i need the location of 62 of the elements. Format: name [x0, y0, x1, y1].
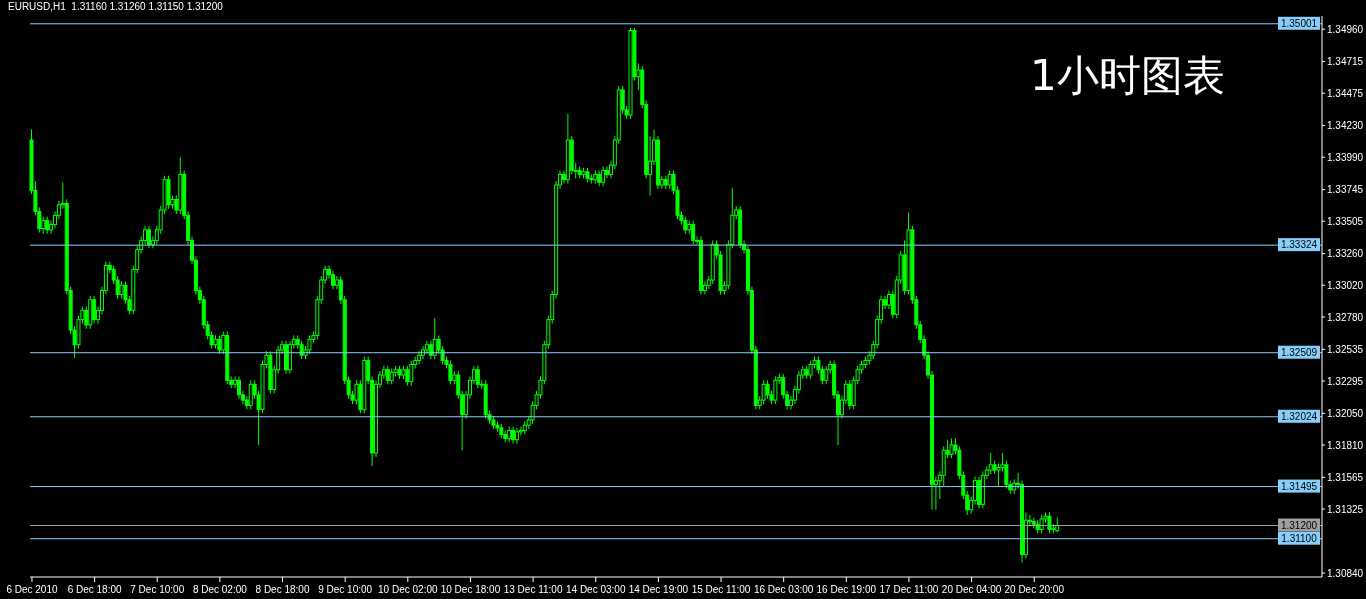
- x-tick-label: 14 Dec 03:00: [565, 584, 626, 595]
- y-tick-label: 1.33745: [1327, 184, 1364, 196]
- y-tick-label: 1.32535: [1327, 343, 1364, 355]
- x-tick-label: 16 Dec 03:00: [753, 584, 814, 595]
- candlestick: [421, 345, 426, 360]
- y-tick-label: 1.33505: [1327, 215, 1364, 227]
- y-tick-label: 1.32780: [1327, 311, 1364, 323]
- x-tick-label: 20 Dec 04:00: [941, 584, 1002, 595]
- candlestick: [405, 365, 410, 387]
- candlestick: [601, 165, 606, 187]
- candlestick: [475, 365, 480, 389]
- candlestick: [847, 379, 852, 410]
- y-tick-label: 1.34715: [1327, 56, 1364, 68]
- ref-line-label: 1.35001: [1280, 17, 1318, 29]
- candlestick: [417, 350, 422, 365]
- ref-line-label: 1.31200: [1280, 519, 1318, 531]
- x-tick-label: 10 Dec 18:00: [440, 584, 501, 595]
- y-tick-label: 1.33990: [1327, 151, 1364, 163]
- x-tick-label: 8 Dec 02:00: [192, 584, 248, 595]
- candlestick: [385, 365, 390, 385]
- candlestick: [605, 165, 610, 179]
- y-tick-label: 1.34960: [1327, 23, 1364, 35]
- x-tick-label: 15 Dec 11:00: [691, 584, 751, 595]
- x-tick-label: 14 Dec 19:00: [628, 584, 689, 595]
- candlestick: [824, 365, 829, 385]
- x-tick-label: 16 Dec 19:00: [816, 584, 877, 595]
- y-tick-label: 1.33020: [1327, 279, 1364, 291]
- ref-line-label: 1.33324: [1280, 239, 1318, 251]
- y-tick-label: 1.32050: [1327, 407, 1364, 419]
- y-tick-label: 1.34475: [1327, 87, 1364, 99]
- x-tick-label: 6 Dec 18:00: [67, 584, 122, 595]
- candlestick: [976, 476, 981, 509]
- y-tick-label: 1.33260: [1327, 248, 1364, 260]
- x-tick-label: 17 Dec 11:00: [879, 584, 939, 595]
- candlestick: [146, 225, 151, 249]
- x-tick-label: 10 Dec 02:00: [378, 584, 438, 595]
- y-tick-label: 1.31810: [1327, 439, 1364, 451]
- candlestick: [409, 360, 414, 387]
- x-tick-label: 13 Dec 11:00: [503, 584, 563, 595]
- y-tick-label: 1.31565: [1327, 471, 1364, 483]
- candlestick: [691, 220, 696, 245]
- chart-title: EURUSD,H1 1.31160 1.31260 1.31150 1.31200: [8, 1, 223, 12]
- y-tick-label: 1.34230: [1327, 120, 1364, 132]
- candlestick: [92, 295, 97, 325]
- ref-line-label: 1.31100: [1281, 532, 1318, 544]
- x-tick-label: 8 Dec 18:00: [255, 584, 310, 595]
- x-tick-label: 20 Dec 20:00: [1004, 584, 1065, 595]
- x-tick-label: 7 Dec 10:00: [130, 584, 185, 595]
- ref-line-label: 1.32024: [1280, 410, 1318, 422]
- annotation: 1小时图表: [1030, 50, 1225, 102]
- y-tick-label: 1.32295: [1327, 375, 1364, 387]
- candlestick: [432, 317, 437, 360]
- x-tick-label: 9 Dec 10:00: [318, 584, 373, 595]
- ref-line-label: 1.32509: [1280, 346, 1318, 358]
- x-tick-label: 6 Dec 2010: [6, 584, 58, 595]
- candlestick: [765, 379, 770, 400]
- y-tick-label: 1.30840: [1327, 567, 1364, 579]
- candlestick: [237, 375, 241, 400]
- y-tick-label: 1.31325: [1327, 503, 1364, 515]
- candlestick: [761, 379, 766, 405]
- candlestick: [307, 334, 312, 355]
- ref-line-label: 1.31495: [1280, 480, 1318, 492]
